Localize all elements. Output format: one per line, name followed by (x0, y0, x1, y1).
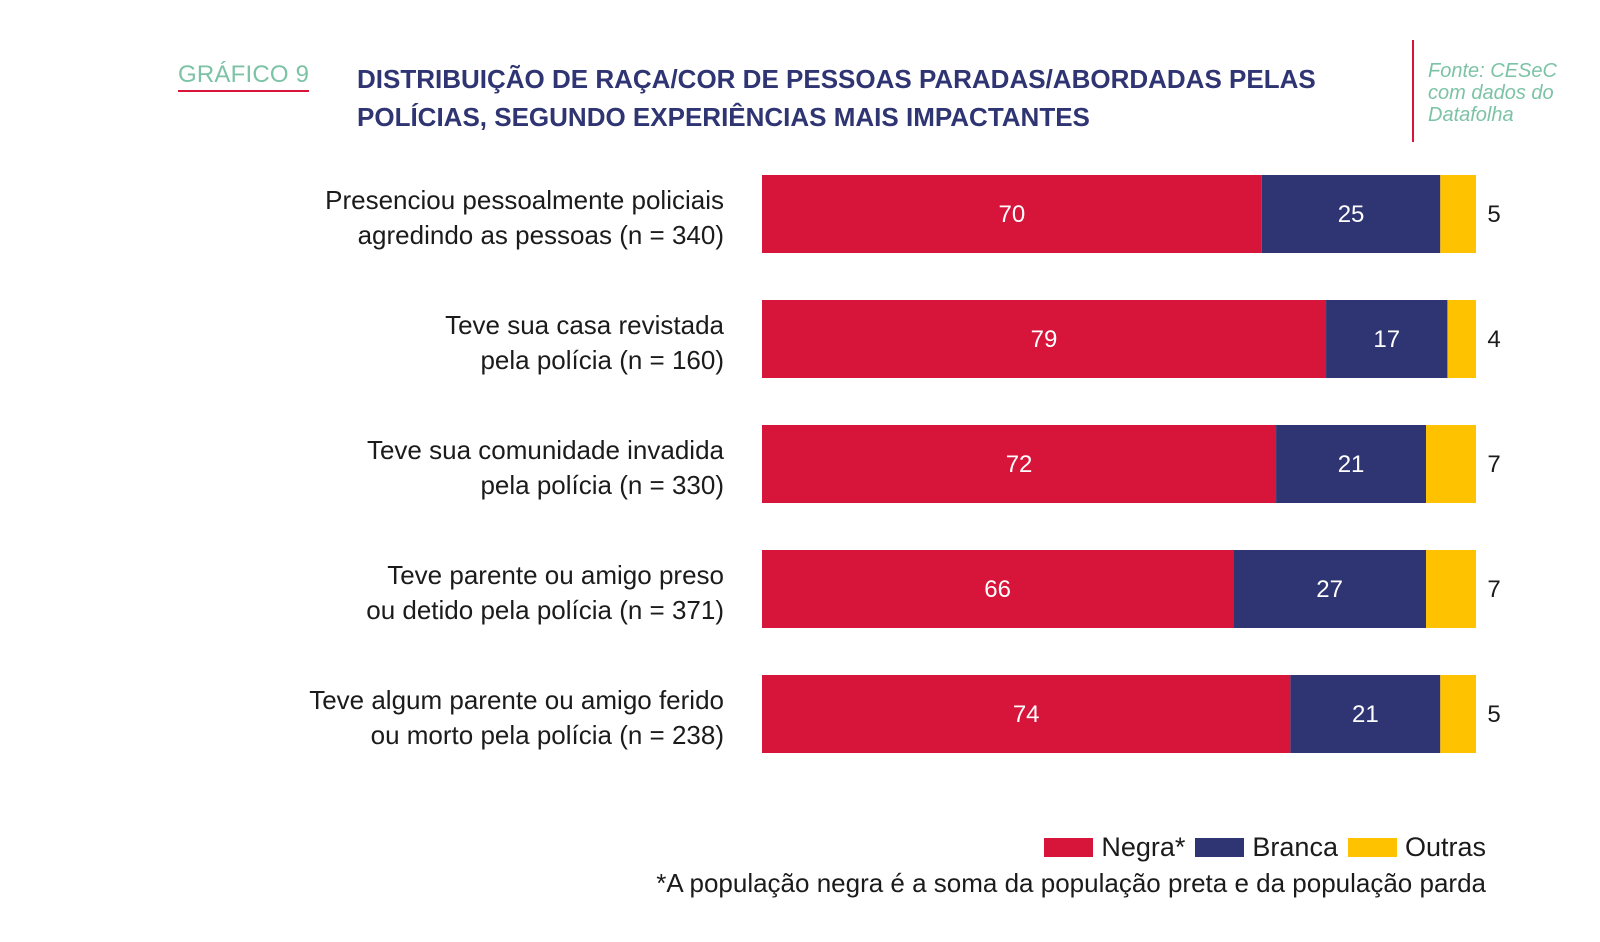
bar-segment-negra (762, 675, 1291, 753)
data-label-outras: 5 (1487, 201, 1500, 228)
data-label-branca: 27 (1316, 576, 1343, 603)
data-label-negra: 70 (999, 201, 1026, 228)
legend-item-branca: Branca (1195, 832, 1338, 863)
bar-segment-outras (1440, 175, 1476, 253)
data-label-negra: 79 (1031, 326, 1058, 353)
category-label: pela polícia (n = 160) (480, 345, 724, 375)
data-label-outras: 7 (1487, 576, 1500, 603)
bar-segment-negra (762, 550, 1234, 628)
category-label: Teve sua comunidade invadida (367, 435, 725, 465)
bar-segment-outras (1426, 550, 1476, 628)
data-label-negra: 72 (1006, 451, 1033, 478)
bar-segment-branca (1290, 675, 1441, 753)
category-label: agredindo as pessoas (n = 340) (358, 220, 724, 250)
stacked-bar-chart: Presenciou pessoalmente policiais agredin… (309, 175, 1501, 753)
bar-segment-negra (762, 300, 1327, 378)
bar-segment-outras (1447, 300, 1476, 378)
data-label-outras: 7 (1487, 451, 1500, 478)
bar-segment-negra (762, 175, 1262, 253)
bar-segment-branca (1261, 175, 1441, 253)
legend-swatch-negra (1044, 838, 1094, 857)
source-line-3: Datafolha (1428, 104, 1514, 126)
legend-swatch-branca (1195, 838, 1245, 857)
bar-segment-branca (1276, 425, 1427, 503)
legend: Negra* Branca Outras (1044, 832, 1486, 863)
chart-title: DISTRIBUIÇÃO DE RAÇA/COR DE PESSOAS PARA… (357, 60, 1377, 136)
legend-item-negra: Negra* (1044, 832, 1185, 863)
category-label: Presenciou pessoalmente policiais (325, 185, 724, 215)
bar-segment-branca (1326, 300, 1448, 378)
data-label-branca: 21 (1352, 701, 1379, 728)
source-note: Fonte: CESeC com dados do Datafolha (1428, 60, 1598, 126)
data-label-branca: 25 (1338, 201, 1365, 228)
legend-item-outras: Outras (1347, 832, 1486, 863)
legend-label-outras: Outras (1404, 832, 1486, 862)
category-label: Teve sua casa revistada (445, 310, 724, 340)
bar-segment-branca (1233, 550, 1427, 628)
chart-title-line-2: POLÍCIAS, SEGUNDO EXPERIÊNCIAS MAIS IMPA… (357, 102, 1090, 132)
data-label-branca: 21 (1338, 451, 1365, 478)
data-label-branca: 17 (1373, 326, 1400, 353)
category-label: Teve parente ou amigo preso (387, 560, 724, 590)
source-divider (1412, 40, 1414, 142)
data-label-outras: 4 (1487, 326, 1500, 353)
category-label: ou detido pela polícia (n = 371) (366, 595, 724, 625)
legend-label-negra: Negra* (1101, 832, 1186, 862)
chart-title-line-1: DISTRIBUIÇÃO DE RAÇA/COR DE PESSOAS PARA… (357, 64, 1316, 94)
data-label-negra: 66 (984, 576, 1011, 603)
chart-tag: GRÁFICO 9 (178, 60, 310, 92)
bar-segment-outras (1440, 675, 1476, 753)
category-label: ou morto pela polícia (n = 238) (371, 720, 724, 750)
source-line-1: Fonte: CESeC (1428, 60, 1557, 82)
data-label-outras: 5 (1487, 701, 1500, 728)
data-label-negra: 74 (1013, 701, 1040, 728)
category-label: Teve algum parente ou amigo ferido (309, 685, 724, 715)
category-label: pela polícia (n = 330) (480, 470, 724, 500)
bar-segment-negra (762, 425, 1277, 503)
source-line-2: com dados do (1428, 82, 1554, 104)
legend-label-branca: Branca (1252, 832, 1338, 862)
legend-swatch-outras (1347, 838, 1397, 857)
footnote: *A população negra é a soma da população… (656, 868, 1486, 898)
bar-segment-outras (1426, 425, 1476, 503)
